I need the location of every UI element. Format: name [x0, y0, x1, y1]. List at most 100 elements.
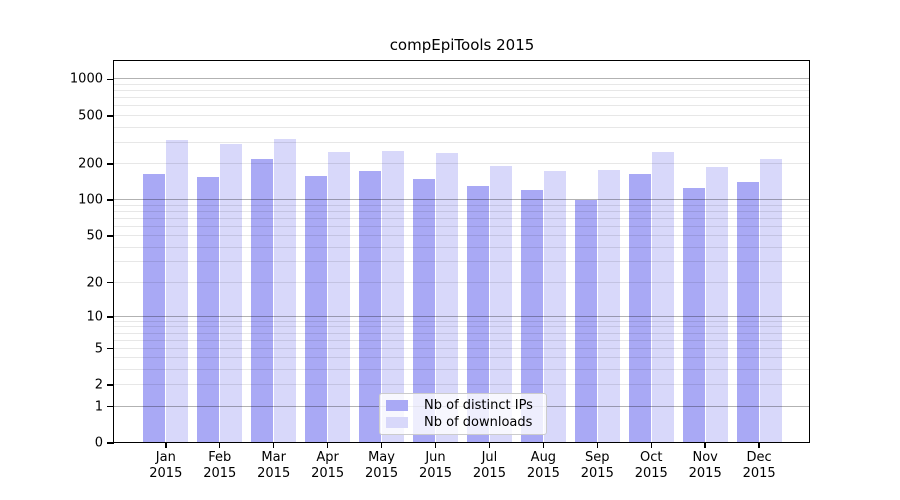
x-tick-feb: [218, 443, 221, 448]
bar-distinct-ips-jun: [413, 178, 435, 443]
y-tick-2: [107, 384, 114, 386]
bar-distinct-ips-mar: [251, 158, 274, 443]
minor-gridline-500: [114, 114, 810, 116]
minor-gridline-4: [114, 357, 810, 359]
x-tick-label-dec: Dec 2015: [742, 450, 776, 481]
x-tick-label-jun: Jun 2015: [418, 450, 453, 481]
x-tick-label-jan: Jan 2015: [149, 450, 183, 481]
bar-distinct-ips-dec: [736, 181, 759, 443]
y-tick-label-5: 5: [94, 341, 103, 357]
x-tick-jul: [488, 443, 491, 448]
plot-area: [114, 61, 810, 443]
minor-gridline-200: [114, 162, 810, 164]
minor-gridline-300: [114, 141, 810, 143]
legend-swatch-downloads: [386, 417, 408, 428]
x-tick-label-apr: Apr 2015: [311, 450, 345, 481]
minor-gridline-400: [114, 126, 810, 128]
minor-gridline-700: [114, 97, 810, 99]
bar-downloads-jan: [166, 140, 189, 443]
x-tick-nov: [704, 443, 706, 448]
x-tick-jan: [165, 443, 167, 448]
bar-distinct-ips-aug: [520, 189, 543, 443]
bar-distinct-ips-jul: [466, 186, 489, 443]
x-tick-label-oct: Oct 2015: [634, 450, 668, 481]
bar-downloads-nov: [705, 167, 728, 443]
minor-gridline-50: [114, 235, 810, 236]
bar-distinct-ips-jan: [143, 173, 166, 443]
x-tick-oct: [650, 443, 652, 448]
bar-downloads-dec: [759, 158, 782, 443]
bar-downloads-oct: [651, 152, 674, 443]
legend-entry-downloads: Nb of downloads: [386, 414, 540, 431]
y-tick-label-10: 10: [86, 309, 103, 325]
x-tick-label-nov: Nov 2015: [688, 450, 722, 481]
legend: Nb of distinct IPs Nb of downloads: [379, 393, 547, 435]
y-tick-label-500: 500: [78, 108, 103, 124]
minor-gridline-9: [114, 320, 810, 322]
bar-distinct-ips-sep: [574, 200, 597, 443]
legend-label-downloads: Nb of downloads: [424, 415, 533, 430]
major-gridline-10: [114, 315, 810, 317]
y-tick-0: [107, 442, 114, 444]
bar-distinct-ips-nov: [682, 188, 705, 443]
y-tick-1: [107, 405, 114, 408]
x-tick-label-may: May 2015: [365, 450, 399, 481]
minor-gridline-3: [114, 369, 810, 370]
bar-downloads-apr: [328, 152, 351, 443]
x-tick-apr: [326, 443, 329, 448]
minor-gridline-30: [114, 261, 810, 263]
y-tick-20: [107, 281, 114, 284]
bar-downloads-jun: [436, 152, 458, 443]
minor-gridline-800: [114, 90, 810, 92]
x-tick-label-sep: Sep 2015: [580, 450, 614, 481]
y-tick-5: [107, 347, 114, 350]
minor-gridline-40: [114, 246, 810, 248]
minor-gridline-6: [114, 339, 810, 341]
minor-gridline-20: [114, 281, 810, 283]
y-tick-label-20: 20: [86, 275, 103, 291]
bar-downloads-aug: [543, 171, 566, 443]
y-tick-10: [107, 316, 114, 318]
bar-distinct-ips-feb: [197, 176, 220, 443]
y-tick-label-0: 0: [94, 435, 103, 451]
minor-gridline-900: [114, 83, 810, 85]
minor-gridline-7: [114, 332, 810, 334]
minor-gridline-5: [114, 347, 810, 349]
bar-distinct-ips-may: [359, 170, 382, 443]
legend-swatch-distinct-ips: [386, 400, 408, 411]
minor-gridline-70: [114, 217, 810, 219]
x-tick-may: [380, 443, 383, 448]
y-tick-500: [107, 115, 114, 117]
y-tick-label-2: 2: [94, 377, 103, 393]
y-tick-1000: [107, 78, 114, 81]
y-tick-50: [107, 235, 114, 237]
x-tick-label-jul: Jul 2015: [472, 450, 506, 481]
minor-gridline-600: [114, 105, 810, 107]
minor-gridline-2: [114, 384, 810, 386]
legend-entry-distinct-ips: Nb of distinct IPs: [386, 397, 540, 414]
x-tick-label-aug: Aug 2015: [526, 450, 560, 481]
x-tick-sep: [596, 443, 599, 448]
x-tick-label-feb: Feb 2015: [203, 450, 237, 481]
y-tick-label-100: 100: [78, 192, 103, 208]
y-tick-200: [107, 163, 114, 165]
y-tick-label-1: 1: [94, 399, 103, 414]
y-tick-label-50: 50: [86, 228, 103, 244]
y-tick-label-1000: 1000: [69, 71, 103, 87]
minor-gridline-8: [114, 326, 810, 328]
x-tick-label-mar: Mar 2015: [257, 450, 291, 481]
y-tick-100: [107, 199, 114, 201]
minor-gridline-80: [114, 210, 810, 212]
bar-distinct-ips-oct: [628, 173, 651, 443]
major-gridline-100: [114, 199, 810, 201]
bar-downloads-mar: [274, 138, 297, 443]
legend-label-distinct-ips: Nb of distinct IPs: [424, 398, 533, 413]
x-tick-dec: [758, 443, 760, 448]
bar-downloads-may: [382, 150, 405, 443]
bar-downloads-feb: [220, 144, 243, 443]
major-gridline-1000: [114, 78, 810, 80]
y-tick-label-200: 200: [78, 156, 103, 172]
x-tick-jun: [434, 443, 437, 448]
bar-distinct-ips-apr: [305, 175, 328, 443]
